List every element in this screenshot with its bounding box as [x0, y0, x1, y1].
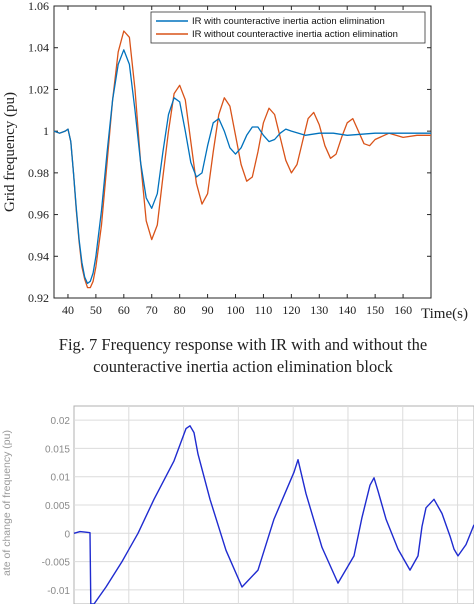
top-legend: IR with counteractive inertia action eli… — [150, 11, 426, 44]
bottom-y-axis-label: ate of change of frequency (pu) — [1, 430, 13, 576]
bottom-y-tick-label: 0.015 — [45, 444, 70, 455]
bottom-y-ticks: 0.02 0.015 0.01 0.005 0 -0.005 -0.01 — [42, 416, 71, 597]
figure-caption-line-1: Fig. 7 Frequency response with IR with a… — [59, 335, 427, 354]
bottom-series-lines — [73, 425, 474, 604]
top-series-lines — [53, 30, 431, 289]
top-x-tick-label: 100 — [227, 303, 245, 317]
top-y-tick-label: 0.98 — [28, 166, 49, 180]
bottom-y-tick-label: 0.01 — [51, 473, 71, 484]
legend-label-series-1: IR with counteractive inertia action eli… — [192, 16, 385, 27]
top-x-tick-label: 80 — [174, 303, 186, 317]
bottom-grid — [74, 406, 474, 604]
top-x-tick-label: 140 — [338, 303, 356, 317]
bottom-y-tick-label: -0.005 — [42, 558, 71, 569]
top-plot-area — [53, 5, 432, 299]
top-y-tick-label: 1.06 — [28, 0, 49, 13]
top-x-tick-label: 90 — [202, 303, 214, 317]
top-chart: 0.92 0.94 0.96 0.98 1 1.02 1.04 1.06 40 50 60 70 80… — [2, 0, 468, 322]
top-x-tick-label: 40 — [62, 303, 74, 317]
figure-caption-line-2: counteractive inertia action elimination… — [93, 357, 393, 376]
bottom-chart: 0.02 0.015 0.01 0.005 0 -0.005 -0.01 ate of ch… — [1, 405, 474, 604]
top-y-ticks: 0.92 0.94 0.96 0.98 1 1.02 1.04 1.06 — [28, 0, 431, 305]
legend-box — [150, 11, 426, 44]
legend-label-series-2: IR without counteractive inertia action … — [192, 29, 398, 40]
bottom-y-tick-label: 0.005 — [45, 501, 70, 512]
top-x-tick-label: 70 — [146, 303, 158, 317]
series-line-with-elimination — [53, 49, 431, 285]
top-x-ticks: 40 50 60 70 80 90 100 110 120 130 140 150 160 — [62, 6, 412, 317]
top-y-tick-label: 0.94 — [28, 249, 49, 263]
bottom-y-tick-label: 0 — [64, 529, 70, 540]
rocof-series-line — [73, 425, 474, 604]
top-x-tick-label: 60 — [118, 303, 130, 317]
top-y-tick-label: 1.04 — [28, 41, 49, 55]
top-x-tick-label: 120 — [282, 303, 300, 317]
top-y-tick-label: 0.92 — [28, 291, 49, 305]
top-x-tick-label: 150 — [366, 303, 384, 317]
bottom-y-tick-label: -0.01 — [47, 586, 70, 597]
top-y-axis-label: Grid frequency (pu) — [2, 92, 18, 212]
top-x-tick-label: 160 — [394, 303, 412, 317]
top-y-tick-label: 0.96 — [28, 208, 49, 222]
series-line-without-elimination — [53, 30, 431, 289]
top-x-axis-label: Time(s) — [421, 306, 468, 322]
top-y-tick-label: 1 — [43, 124, 49, 138]
bottom-y-tick-label: 0.02 — [51, 416, 71, 427]
top-x-tick-label: 110 — [255, 303, 273, 317]
top-y-tick-label: 1.02 — [28, 82, 49, 96]
top-x-tick-label: 50 — [90, 303, 102, 317]
top-x-tick-label: 130 — [310, 303, 328, 317]
